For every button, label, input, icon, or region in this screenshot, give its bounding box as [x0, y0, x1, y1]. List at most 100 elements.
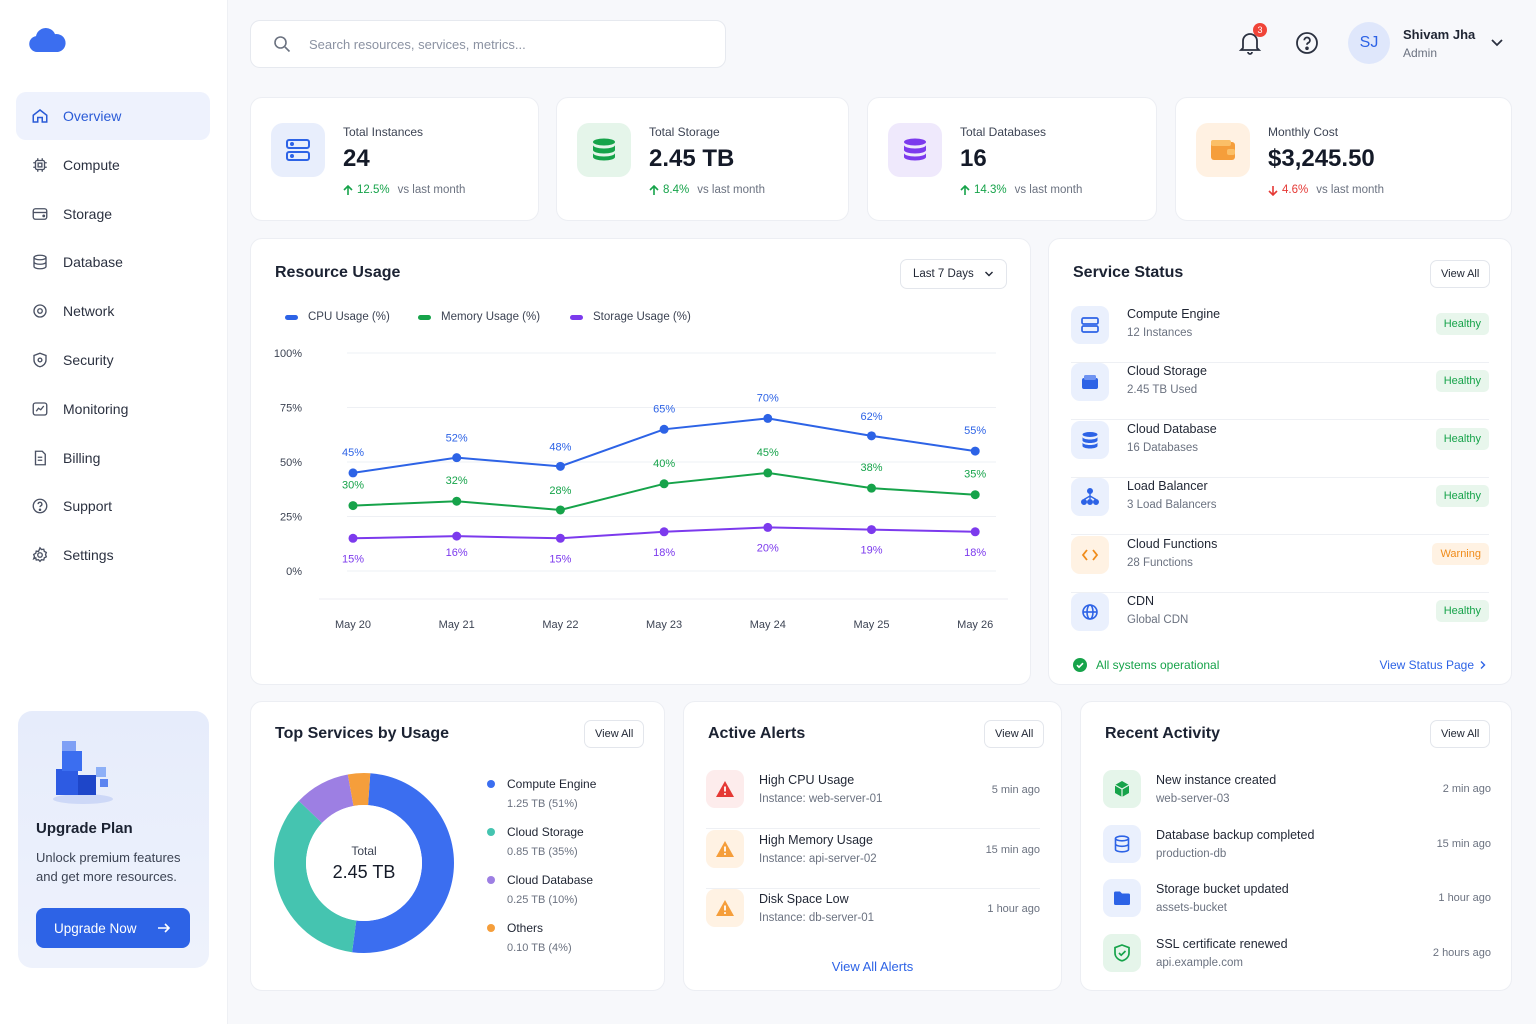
service-row[interactable]: Cloud Database 16 Databases Healthy	[1071, 420, 1489, 478]
service-legend-name: Cloud Storage	[507, 825, 584, 839]
view-all-label: View All	[1441, 268, 1480, 280]
usage-donut-chart	[274, 773, 455, 953]
view-status-page-link[interactable]: View Status Page	[1379, 658, 1487, 672]
chevron-down-icon[interactable]	[1490, 37, 1504, 49]
activity-row[interactable]: Storage bucket updated assets-bucket 1 hou…	[1103, 879, 1491, 934]
sidebar-item-overview[interactable]: Overview	[16, 92, 210, 140]
sidebar-item-billing[interactable]: Billing	[16, 434, 210, 482]
view-all-alerts-link[interactable]: View All Alerts	[831, 959, 914, 974]
range-select-label: Last 7 Days	[913, 268, 974, 280]
data-point[interactable]	[763, 468, 773, 478]
bell-icon[interactable]	[1238, 30, 1262, 56]
service-legend-name: Compute Engine	[507, 777, 597, 791]
service-detail: 16 Databases	[1127, 441, 1198, 454]
x-tick-label: May 21	[439, 619, 475, 631]
cpu-icon	[33, 158, 47, 172]
sidebar-item-label: Compute	[63, 156, 120, 173]
gear-icon	[32, 546, 48, 563]
activity-row[interactable]: New instance created web-server-03 2 min a…	[1103, 770, 1491, 825]
donut-slice[interactable]	[352, 773, 455, 953]
upgrade-now-button[interactable]: Upgrade Now	[36, 908, 190, 948]
data-point[interactable]	[348, 501, 358, 511]
data-label: 55%	[964, 425, 986, 437]
data-label: 35%	[964, 469, 986, 481]
data-label: 45%	[342, 447, 364, 459]
sidebar-item-monitoring[interactable]: Monitoring	[16, 385, 210, 433]
alert-row[interactable]: High Memory Usage Instance: api-server-02…	[706, 829, 1040, 889]
service-detail: 28 Functions	[1127, 556, 1193, 569]
data-point[interactable]	[867, 431, 876, 441]
sidebar-item-compute[interactable]: Compute	[16, 141, 210, 189]
service-row[interactable]: CDN Global CDN Healthy	[1071, 593, 1489, 650]
data-point[interactable]	[555, 461, 565, 471]
service-row[interactable]: Load Balancer 3 Load Balancers Healthy	[1071, 478, 1489, 536]
sidebar-item-settings[interactable]: Settings	[16, 531, 210, 579]
service-legend-detail: 1.25 TB (51%)	[507, 798, 578, 810]
data-point[interactable]	[867, 525, 876, 535]
alert-row[interactable]: High CPU Usage Instance: web-server-01 5 m…	[706, 770, 1040, 829]
data-point[interactable]	[555, 505, 565, 515]
stat-label: Monthly Cost	[1268, 125, 1339, 139]
legend-dot	[487, 876, 495, 884]
data-point[interactable]	[970, 490, 980, 500]
data-point[interactable]	[348, 533, 358, 543]
data-point[interactable]	[555, 533, 565, 543]
data-point[interactable]	[763, 522, 773, 532]
legend-label: Storage Usage (%)	[593, 311, 691, 323]
service-row[interactable]: Compute Engine 12 Instances Healthy	[1071, 306, 1489, 363]
donut-slice[interactable]	[274, 800, 357, 953]
data-point[interactable]	[659, 479, 669, 489]
data-label: 32%	[446, 475, 468, 487]
data-point[interactable]	[452, 453, 462, 463]
search-input[interactable]	[309, 36, 689, 52]
cloud-logo-icon[interactable]	[27, 27, 67, 57]
alert-row[interactable]: Disk Space Low Instance: db-server-01 1 ho…	[706, 889, 1040, 948]
help-icon[interactable]	[1295, 31, 1319, 55]
range-select[interactable]: Last 7 Days	[900, 259, 1007, 289]
user-name[interactable]: Shivam Jha	[1403, 27, 1476, 42]
stat-value: 2.45 TB	[649, 145, 735, 172]
donut-slice[interactable]	[347, 773, 371, 806]
data-point[interactable]	[452, 531, 462, 541]
sidebar-item-network[interactable]: Network	[16, 287, 210, 335]
donut-hole	[306, 805, 422, 921]
view-all-button[interactable]: View All	[984, 720, 1045, 748]
activity-row[interactable]: SSL certificate renewed api.example.com 2 …	[1103, 933, 1491, 989]
shield-check-icon	[1103, 933, 1141, 972]
search-bar[interactable]	[250, 20, 726, 68]
donut-slice[interactable]	[298, 774, 354, 823]
data-point[interactable]	[659, 527, 669, 537]
view-all-button[interactable]: View All	[1430, 720, 1491, 748]
data-point[interactable]	[348, 468, 358, 478]
data-point[interactable]	[659, 424, 669, 434]
globe-icon	[1071, 593, 1109, 631]
service-row[interactable]: Cloud Functions 28 Functions Warning	[1071, 535, 1489, 593]
data-point[interactable]	[763, 413, 773, 423]
service-row[interactable]: Cloud Storage 2.45 TB Used Healthy	[1071, 363, 1489, 421]
data-label: 40%	[653, 458, 675, 470]
data-label: 28%	[549, 485, 571, 497]
alert-title: High CPU Usage	[759, 773, 855, 787]
sidebar-nav: Overview Compute Storage Database Networ…	[16, 92, 210, 580]
x-tick-label: May 22	[542, 619, 578, 631]
activity-row[interactable]: Database backup completed production-db 15…	[1103, 824, 1491, 880]
sidebar-item-security[interactable]: Security	[16, 336, 210, 384]
service-detail: 12 Instances	[1127, 327, 1193, 339]
data-point[interactable]	[452, 496, 462, 506]
active-alerts-title: Active Alerts	[708, 725, 806, 742]
sidebar-item-support[interactable]: Support	[16, 482, 210, 530]
upgrade-text: Unlock premium features and get more res…	[36, 850, 181, 884]
view-all-button[interactable]: View All	[1430, 260, 1491, 288]
stat-icon-bg	[1196, 123, 1250, 177]
data-point[interactable]	[970, 446, 980, 456]
data-point[interactable]	[970, 527, 980, 537]
service-name: Cloud Storage	[1127, 364, 1207, 379]
data-point[interactable]	[867, 483, 876, 493]
sidebar-item-database[interactable]: Database	[16, 238, 210, 286]
status-badge: Healthy	[1435, 313, 1489, 335]
database-icon	[33, 254, 47, 270]
upgrade-card: Upgrade Plan Unlock premium features and…	[18, 711, 209, 968]
view-all-button[interactable]: View All	[584, 720, 645, 748]
avatar[interactable]: SJ	[1348, 22, 1390, 64]
sidebar-item-storage[interactable]: Storage	[16, 190, 210, 238]
